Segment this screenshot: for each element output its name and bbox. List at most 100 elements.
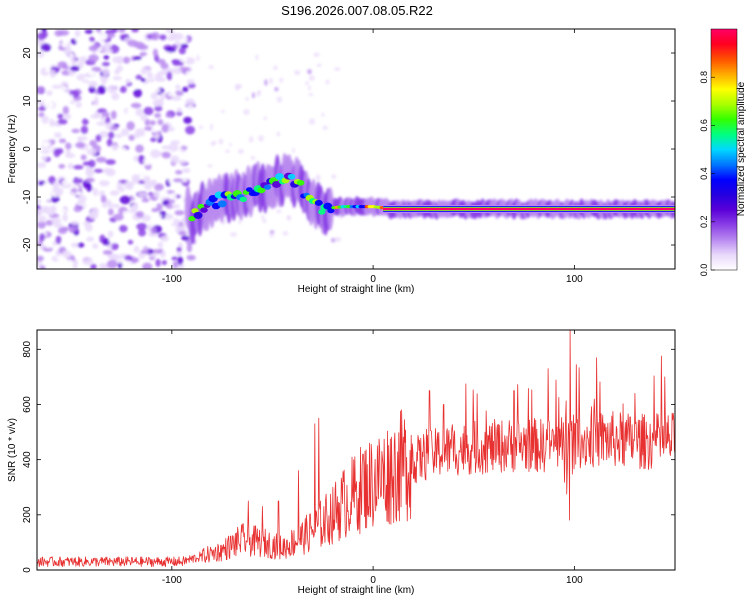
heatmap-trace-cell [193, 211, 203, 219]
heatmap-noise-cell [142, 175, 151, 183]
colorbar-tick-label: 0.6 [699, 119, 709, 132]
snr-x-axis-label: Height of straight line (km) [298, 585, 415, 596]
heatmap-noise-cell [45, 67, 51, 73]
heatmap-noise-cell [57, 61, 68, 69]
heatmap-noise-cell [40, 43, 52, 52]
heatmap-noise-cell [218, 138, 224, 145]
heatmap-noise-cell [307, 69, 312, 75]
heatmap-noise-cell [69, 225, 77, 232]
heatmap-noise-cell [166, 71, 173, 81]
heatmap-noise-cell [174, 90, 184, 96]
heatmap-noise-cell [220, 109, 225, 114]
heatmap-noise-cell [38, 112, 45, 118]
y-tick-label: 20 [22, 47, 33, 59]
heatmap-noise-cell [174, 210, 185, 216]
heatmap-noise-cell [71, 188, 78, 193]
heatmap-noise-cell [165, 113, 172, 118]
heatmap-noise-cell [77, 194, 87, 203]
heatmap-noise-cell [136, 222, 147, 231]
heatmap-noise-cell [92, 103, 98, 113]
heatmap-noise-cell [102, 250, 113, 255]
colorbar: 0.0 0.2 0.4 0.6 0.8 Normalized spectral ampl… [699, 28, 747, 276]
heatmap-y-ticks: -20 -10 0 10 20 [22, 47, 675, 252]
heatmap-noise-cell [99, 75, 109, 82]
snr-y-ticks: 0 200 400 600 800 [22, 341, 675, 573]
heatmap-noise-cell [72, 176, 83, 185]
heatmap-noise-cell [130, 102, 142, 109]
heatmap-noise-cell [122, 56, 131, 64]
heatmap-noise-cell [123, 181, 134, 189]
heatmap-noise-cell [279, 77, 284, 83]
heatmap-noise-cell [168, 262, 174, 269]
colorbar-tick-label: 0.4 [699, 167, 709, 180]
heatmap-noise-cell [82, 204, 90, 209]
heatmap-noise-cell [207, 164, 213, 168]
heatmap-noise-cell [167, 237, 177, 245]
heatmap-noise-cell [291, 147, 296, 153]
heatmap-noise-cell [88, 85, 96, 94]
heatmap-noise-cell [63, 113, 72, 120]
heatmap-noise-cell [65, 142, 72, 150]
heatmap-noise-cell [313, 52, 320, 58]
heatmap-noise-cell [67, 235, 79, 243]
heatmap-noise-cell [242, 109, 250, 115]
y-tick-label: 400 [22, 451, 33, 468]
heatmap-noise-cell [225, 149, 230, 154]
heatmap-noise-cell [108, 236, 119, 244]
heatmap-noise-cell [150, 149, 161, 159]
heatmap-noise-cell [228, 142, 232, 147]
heatmap-noise-cell [73, 51, 83, 59]
heatmap-noise-cell [37, 209, 44, 215]
heatmap-noise-cell [56, 148, 64, 155]
heatmap-noise-cell [161, 260, 168, 266]
heatmap-noise-cell [40, 149, 51, 154]
heatmap-noise-cell [151, 207, 160, 213]
heatmap-noise-cell [128, 134, 135, 141]
heatmap-noise-cell [114, 225, 120, 234]
heatmap-noise-cell [85, 177, 95, 183]
heatmap-noise-cell [102, 238, 111, 246]
heatmap-noise-cell [49, 69, 57, 78]
heatmap-noise-cell [92, 243, 99, 249]
heatmap-noise-cell [43, 205, 50, 215]
heatmap-noise-cell [104, 42, 110, 50]
heatmap-noise-cell [57, 118, 68, 125]
heatmap-noise-cell [171, 204, 181, 209]
heatmap-noise-cell [37, 198, 42, 205]
heatmap-noise-cell [101, 175, 110, 181]
heatmap-noise-cell [176, 246, 182, 252]
heatmap-noise-cell [165, 29, 174, 34]
heatmap-noise-cell [99, 263, 106, 269]
heatmap-noise-cell [154, 87, 161, 94]
heatmap-noise-cell [186, 79, 195, 85]
heatmap-noise-cell [39, 265, 46, 269]
heatmap-noise-cell [112, 76, 122, 81]
heatmap-noise-cell [273, 65, 278, 71]
heatmap-noise-cell [75, 251, 82, 258]
heatmap-noise-cell [56, 256, 66, 261]
heatmap-noise-cell [105, 29, 116, 35]
heatmap-trace-cell [287, 173, 296, 180]
heatmap-noise-cell [109, 190, 120, 196]
heatmap-trace-cell [245, 187, 253, 192]
heatmap-noise-cell [102, 68, 110, 76]
heatmap-noise-cell [164, 245, 174, 253]
heatmap-noise-cell [97, 85, 106, 95]
heatmap-noise-cell [140, 77, 146, 83]
heatmap-noise-cell [165, 251, 175, 257]
heatmap-noise-cell [282, 231, 289, 236]
heatmap-noise-cell [70, 65, 80, 72]
heatmap-noise-cell [132, 183, 144, 193]
heatmap-noise-cell [81, 118, 89, 126]
heatmap-noise-cell [37, 162, 47, 169]
heatmap-noise-cell [99, 179, 110, 187]
heatmap-noise-cell [140, 249, 150, 254]
heatmap-noise-cell [73, 205, 82, 213]
heatmap-noise-cell [77, 172, 83, 179]
heatmap-noise-cell [269, 230, 275, 234]
heatmap-noise-cell [141, 214, 151, 222]
heatmap-noise-cell [101, 111, 110, 117]
y-tick-label: 200 [22, 506, 33, 523]
heatmap-noise-cell [53, 223, 64, 229]
